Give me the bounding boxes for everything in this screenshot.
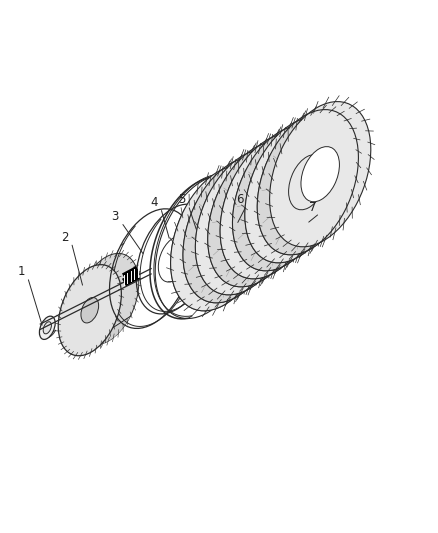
Ellipse shape: [76, 253, 139, 344]
Ellipse shape: [289, 155, 327, 210]
Ellipse shape: [245, 118, 346, 263]
Ellipse shape: [43, 322, 51, 334]
Ellipse shape: [81, 297, 99, 323]
Text: 7: 7: [309, 201, 317, 214]
Ellipse shape: [301, 147, 339, 202]
Ellipse shape: [233, 126, 334, 271]
Ellipse shape: [264, 171, 302, 226]
Ellipse shape: [58, 265, 121, 356]
Ellipse shape: [227, 195, 265, 250]
Text: 1: 1: [17, 265, 25, 278]
Ellipse shape: [208, 142, 309, 287]
Ellipse shape: [202, 211, 240, 266]
Ellipse shape: [170, 166, 272, 311]
Text: 4: 4: [150, 196, 158, 209]
Ellipse shape: [195, 150, 297, 295]
Ellipse shape: [183, 158, 284, 303]
Text: 2: 2: [61, 231, 69, 244]
Polygon shape: [58, 281, 130, 356]
Ellipse shape: [276, 163, 314, 218]
Ellipse shape: [214, 203, 253, 258]
Ellipse shape: [197, 205, 204, 212]
Text: 3: 3: [111, 211, 118, 223]
Ellipse shape: [251, 179, 290, 234]
Ellipse shape: [39, 316, 55, 340]
Ellipse shape: [257, 110, 358, 255]
Ellipse shape: [220, 134, 321, 279]
Ellipse shape: [239, 187, 278, 242]
Text: 5: 5: [178, 193, 185, 206]
Ellipse shape: [270, 102, 371, 247]
Text: 6: 6: [236, 193, 244, 206]
